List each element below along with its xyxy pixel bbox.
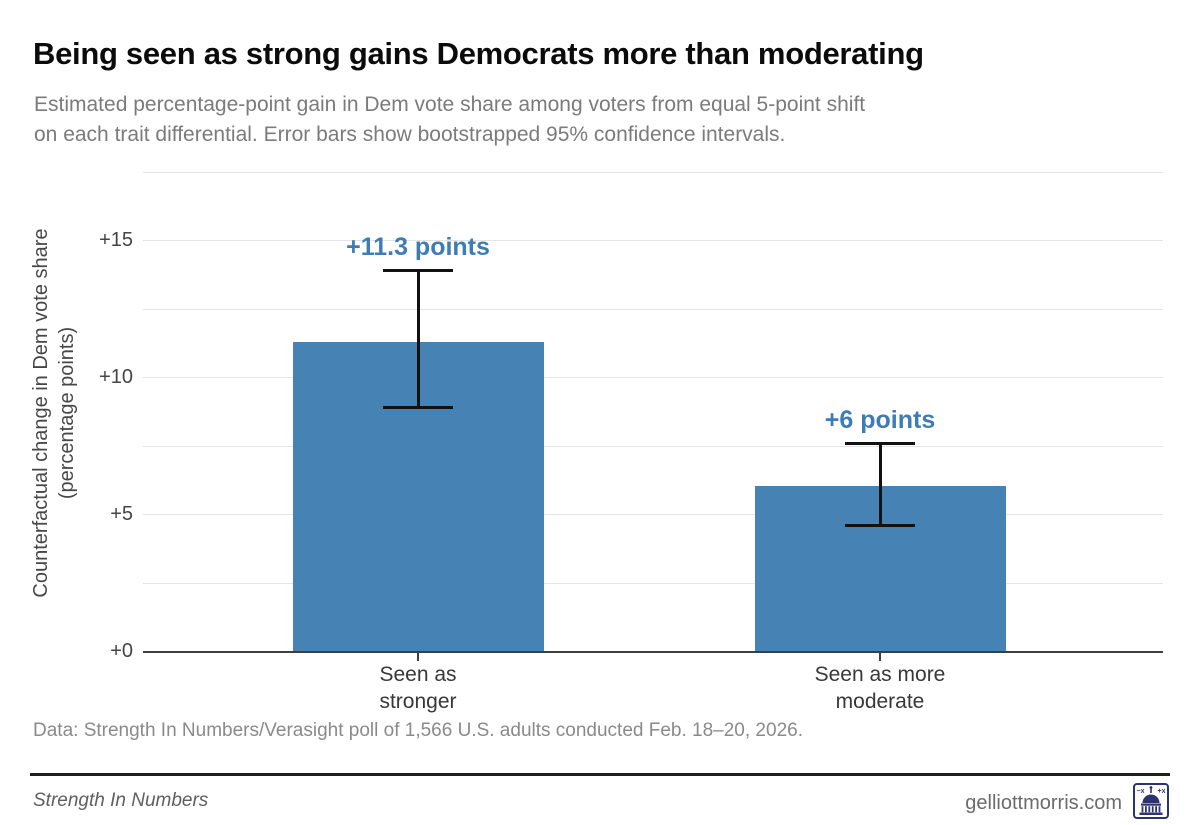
error-bar-cap-bottom (383, 406, 453, 410)
value-label: +11.3 points (346, 232, 490, 261)
error-bar-line (416, 270, 420, 408)
error-bar-cap-top (383, 269, 453, 273)
category-label: Seen as stronger (298, 661, 538, 715)
error-bar-cap-top (845, 442, 915, 446)
category-label-line: stronger (379, 690, 457, 713)
category-label-line: Seen as (379, 663, 457, 686)
gridline (143, 308, 1163, 310)
footer-site-block: gelliottmorris.com (965, 782, 1170, 825)
category-label-line: moderate (835, 690, 925, 713)
y-tick-label: +0 (110, 640, 133, 662)
svg-text:+x: +x (1158, 788, 1166, 795)
footer-divider (30, 773, 1170, 776)
x-axis-tick (417, 653, 419, 661)
gridline (143, 240, 1163, 242)
chart-subtitle: Estimated percentage-point gain in Dem v… (34, 90, 1134, 150)
svg-text:−x: −x (1137, 788, 1145, 795)
footer-brand: Strength In Numbers (33, 790, 209, 811)
footer-site-url: gelliottmorris.com (965, 792, 1122, 814)
page-title: Being seen as strong gains Democrats mor… (33, 36, 924, 71)
y-tick-label: +10 (99, 365, 133, 388)
capitol-icon: −x +x (1132, 782, 1170, 825)
gridline (143, 445, 1163, 447)
gridline (143, 171, 1163, 173)
gridline (143, 377, 1163, 379)
gridline (143, 514, 1163, 516)
data-source-caption: Data: Strength In Numbers/Verasight poll… (33, 720, 803, 741)
value-label: +6 points (824, 405, 936, 434)
error-bar-cap-bottom (845, 524, 915, 528)
subtitle-line-2: on each trait differential. Error bars s… (34, 123, 786, 146)
x-axis-tick (879, 653, 881, 661)
category-label-line: Seen as more (814, 663, 946, 686)
y-tick-label: +5 (110, 502, 133, 525)
error-bar-line (878, 443, 882, 526)
x-axis-line (143, 651, 1163, 653)
subtitle-line-1: Estimated percentage-point gain in Dem v… (34, 93, 866, 116)
y-tick-label: +15 (99, 228, 133, 251)
category-label: Seen as more moderate (760, 661, 1000, 715)
gridline (143, 582, 1163, 584)
